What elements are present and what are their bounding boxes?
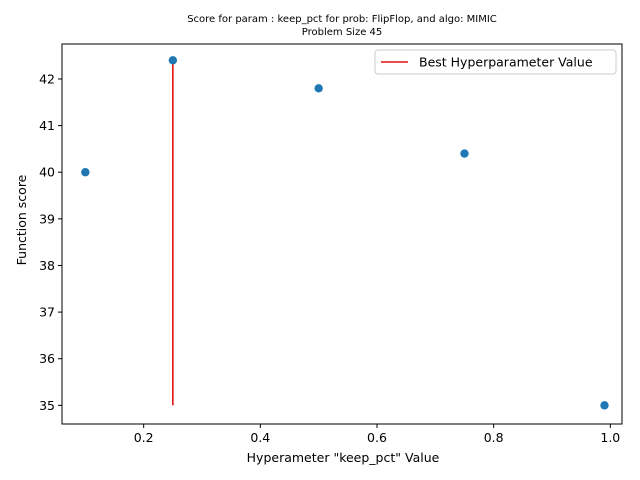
legend-box [374, 49, 617, 75]
y-axis-label: Function score [14, 174, 29, 265]
plot-area: 0.2 0.4 0.6 0.8 1.0 35 36 37 38 39 40 41 42 [39, 43, 623, 445]
y-tick-label: 38 [39, 258, 55, 273]
y-tick-label: 40 [39, 165, 55, 180]
y-tick-label: 39 [39, 211, 55, 226]
y-tick-label: 35 [39, 398, 55, 413]
legend-label: Best Hyperparameter Value [419, 55, 593, 70]
y-tick-label: 42 [39, 71, 55, 86]
scatter-point [314, 84, 323, 93]
scatter-point [460, 149, 469, 158]
y-tick-label: 41 [39, 118, 55, 133]
y-tick-label: 37 [39, 305, 55, 320]
x-axis-label: Hyperameter "keep_pct" Value [247, 450, 440, 465]
scatter-point [168, 56, 178, 65]
y-tick-label: 36 [39, 351, 55, 366]
chart-title: Score for param : keep_pct for prob: Fli… [187, 14, 497, 25]
scatter-point [600, 401, 609, 410]
axes-frame [61, 43, 623, 425]
scatter-point [81, 168, 90, 177]
x-tick-label: 0.6 [367, 430, 387, 445]
x-tick-label: 0.8 [484, 430, 504, 445]
x-tick-label: 0.2 [134, 430, 154, 445]
x-tick-label: 0.4 [250, 430, 270, 445]
x-tick-label: 1.0 [600, 430, 620, 445]
legend: Best Hyperparameter Value [374, 49, 617, 75]
chart-subtitle: Problem Size 45 [302, 27, 383, 38]
